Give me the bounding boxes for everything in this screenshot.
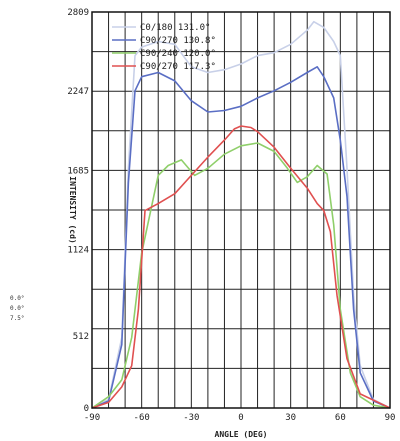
x-tick-label: 30 [285, 413, 296, 423]
side-note: 0.0° [10, 305, 24, 312]
y-tick-label: 512 [73, 332, 89, 342]
x-axis-title: ANGLE (DEG) [215, 430, 268, 439]
y-tick-label: 1685 [67, 166, 89, 176]
y-tick-label: 2247 [67, 87, 89, 97]
series-lines [91, 20, 391, 409]
side-notes: 0.0° 0.0° 7.5° [10, 295, 24, 322]
series-line-2 [91, 66, 391, 409]
side-note: 0.0° [10, 295, 24, 302]
x-tick-label: -30 [183, 413, 199, 423]
x-tick-label: -90 [84, 413, 100, 423]
y-axis-title: INTENSITY (cd) [68, 176, 77, 243]
series-line-4 [91, 125, 391, 409]
legend-label: C90/270 130.8° [140, 36, 216, 46]
y-tick-label: 1124 [67, 246, 89, 256]
legend-label: C0/180 131.0° [140, 23, 210, 33]
axes: -90 -60 -30 0 30 60 90 0 512 1124 1685 2247 2809 [67, 8, 395, 423]
x-tick-label: 60 [335, 413, 346, 423]
y-tick-label: 2809 [67, 8, 89, 18]
side-note: 7.5° [10, 315, 24, 322]
series-line-1 [91, 20, 391, 409]
x-tick-label: -60 [134, 413, 150, 423]
x-tick-label: 90 [385, 413, 396, 423]
legend-label: C90/240 120.0° [140, 49, 216, 59]
legend: C0/180 131.0° C90/270 130.8° C90/240 120.0… [112, 23, 216, 72]
plot-frame [91, 11, 391, 409]
x-tick-label: 0 [238, 413, 243, 423]
legend-label: C90/270 117.3° [140, 62, 216, 72]
y-tick-label: 0 [84, 404, 89, 414]
